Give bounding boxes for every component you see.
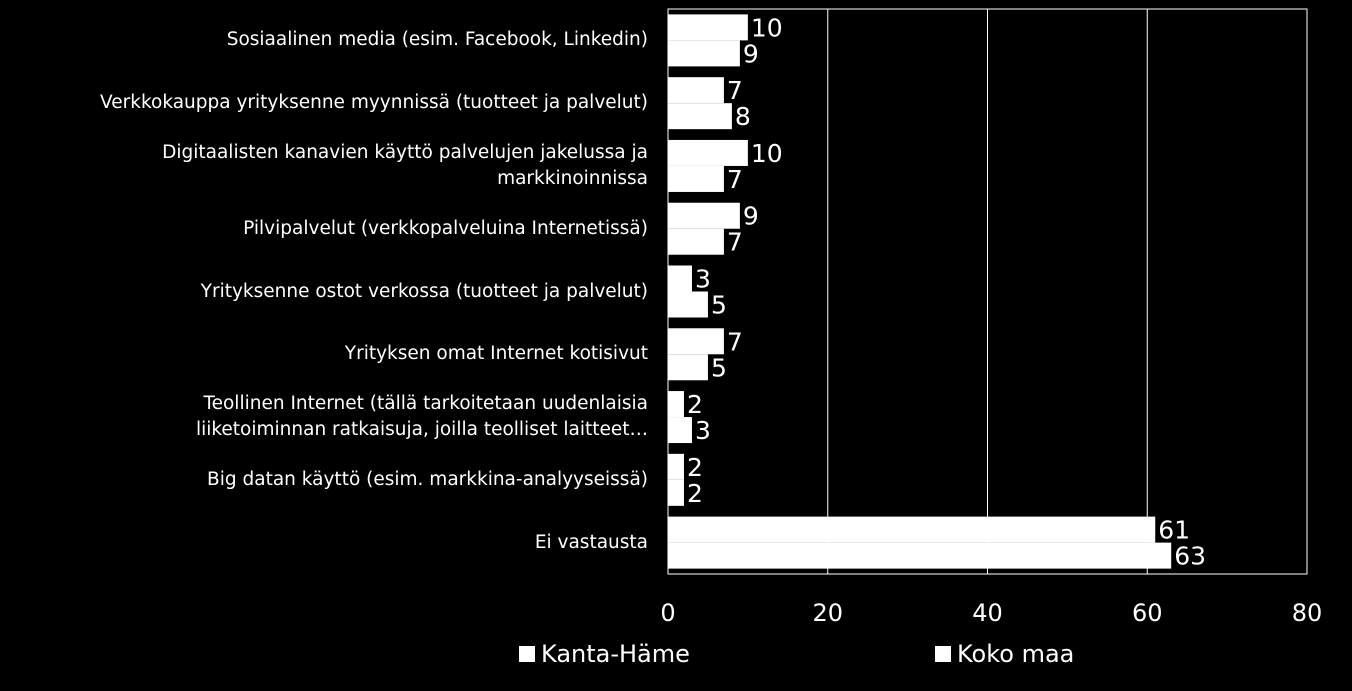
bar (668, 165, 724, 192)
data-label: 9 (743, 202, 759, 231)
data-label: 2 (687, 390, 703, 419)
bar (668, 291, 708, 318)
bar (668, 354, 708, 381)
data-label: 7 (727, 165, 743, 194)
category-label: Yrityksen omat Internet kotisivut (8, 341, 648, 367)
legend-swatch-koko-maa (935, 646, 951, 662)
category-label: Teollinen Internet (tällä tarkoitetaan u… (8, 391, 648, 443)
bar (668, 40, 740, 67)
bar (668, 453, 684, 480)
x-tick-label: 40 (972, 599, 1003, 627)
bar (668, 139, 748, 166)
bar (668, 265, 692, 292)
data-label: 8 (735, 102, 751, 131)
bar (668, 479, 684, 506)
x-tick-label: 60 (1132, 599, 1163, 627)
category-label-line: Verkkokauppa yrityksenne myynnissä (tuot… (100, 92, 648, 114)
data-label: 5 (711, 353, 727, 382)
category-label-line: Pilvipalvelut (verkkopalveluina Internet… (243, 217, 648, 239)
bar (668, 103, 732, 130)
category-label-line: Big datan käyttö (esim. markkina-analyys… (207, 468, 648, 490)
category-label-line: Teollinen Internet (tällä tarkoitetaan u… (203, 393, 648, 415)
data-label: 9 (743, 39, 759, 68)
data-label: 3 (695, 416, 711, 445)
data-label: 2 (687, 479, 703, 508)
category-label: Pilvipalvelut (verkkopalveluina Internet… (8, 216, 648, 242)
data-label: 61 (1158, 516, 1190, 545)
data-label: 63 (1174, 542, 1206, 571)
data-label: 10 (751, 139, 783, 168)
category-label-line: Sosiaalinen media (esim. Facebook, Linke… (226, 29, 648, 51)
bar (668, 77, 724, 104)
data-label: 7 (727, 327, 743, 356)
category-label: Sosiaalinen media (esim. Facebook, Linke… (8, 27, 648, 53)
data-label: 10 (751, 13, 783, 42)
legend-swatch-kanta-hame (519, 646, 535, 662)
bar (668, 391, 684, 418)
x-tick-label: 0 (660, 599, 675, 627)
legend-label-kanta-hame: Kanta-Häme (541, 640, 690, 668)
category-label-line: markkinoinnissa (497, 167, 648, 189)
category-label: Digitaalisten kanavien käyttö palvelujen… (8, 140, 648, 192)
data-label: 2 (687, 453, 703, 482)
category-label-line: liiketoiminnan ratkaisuja, joilla teolli… (195, 419, 648, 441)
bar (668, 202, 740, 229)
data-label: 7 (727, 76, 743, 105)
bar (668, 328, 724, 355)
category-label: Big datan käyttö (esim. markkina-analyys… (8, 467, 648, 493)
category-label-line: Digitaalisten kanavien käyttö palvelujen… (162, 141, 648, 163)
bar (668, 417, 692, 444)
category-label-line: Yrityksen omat Internet kotisivut (344, 343, 648, 365)
x-tick-label: 20 (812, 599, 843, 627)
bar (668, 516, 1156, 543)
category-label: Ei vastausta (8, 530, 648, 556)
legend-label-koko-maa: Koko maa (957, 640, 1075, 668)
legend-item-kanta-hame: Kanta-Häme (519, 640, 690, 668)
bar (668, 14, 748, 41)
category-label-line: Ei vastausta (534, 531, 648, 553)
data-label: 7 (727, 228, 743, 257)
data-label: 3 (695, 265, 711, 294)
bar (668, 542, 1172, 569)
data-label: 5 (711, 291, 727, 320)
category-label: Verkkokauppa yrityksenne myynnissä (tuot… (8, 90, 648, 116)
category-label-line: Yrityksenne ostot verkossa (tuotteet ja … (200, 280, 648, 302)
category-label: Yrityksenne ostot verkossa (tuotteet ja … (8, 279, 648, 305)
bar (668, 228, 724, 255)
legend-item-koko-maa: Koko maa (935, 640, 1074, 668)
x-tick-label: 80 (1292, 599, 1323, 627)
